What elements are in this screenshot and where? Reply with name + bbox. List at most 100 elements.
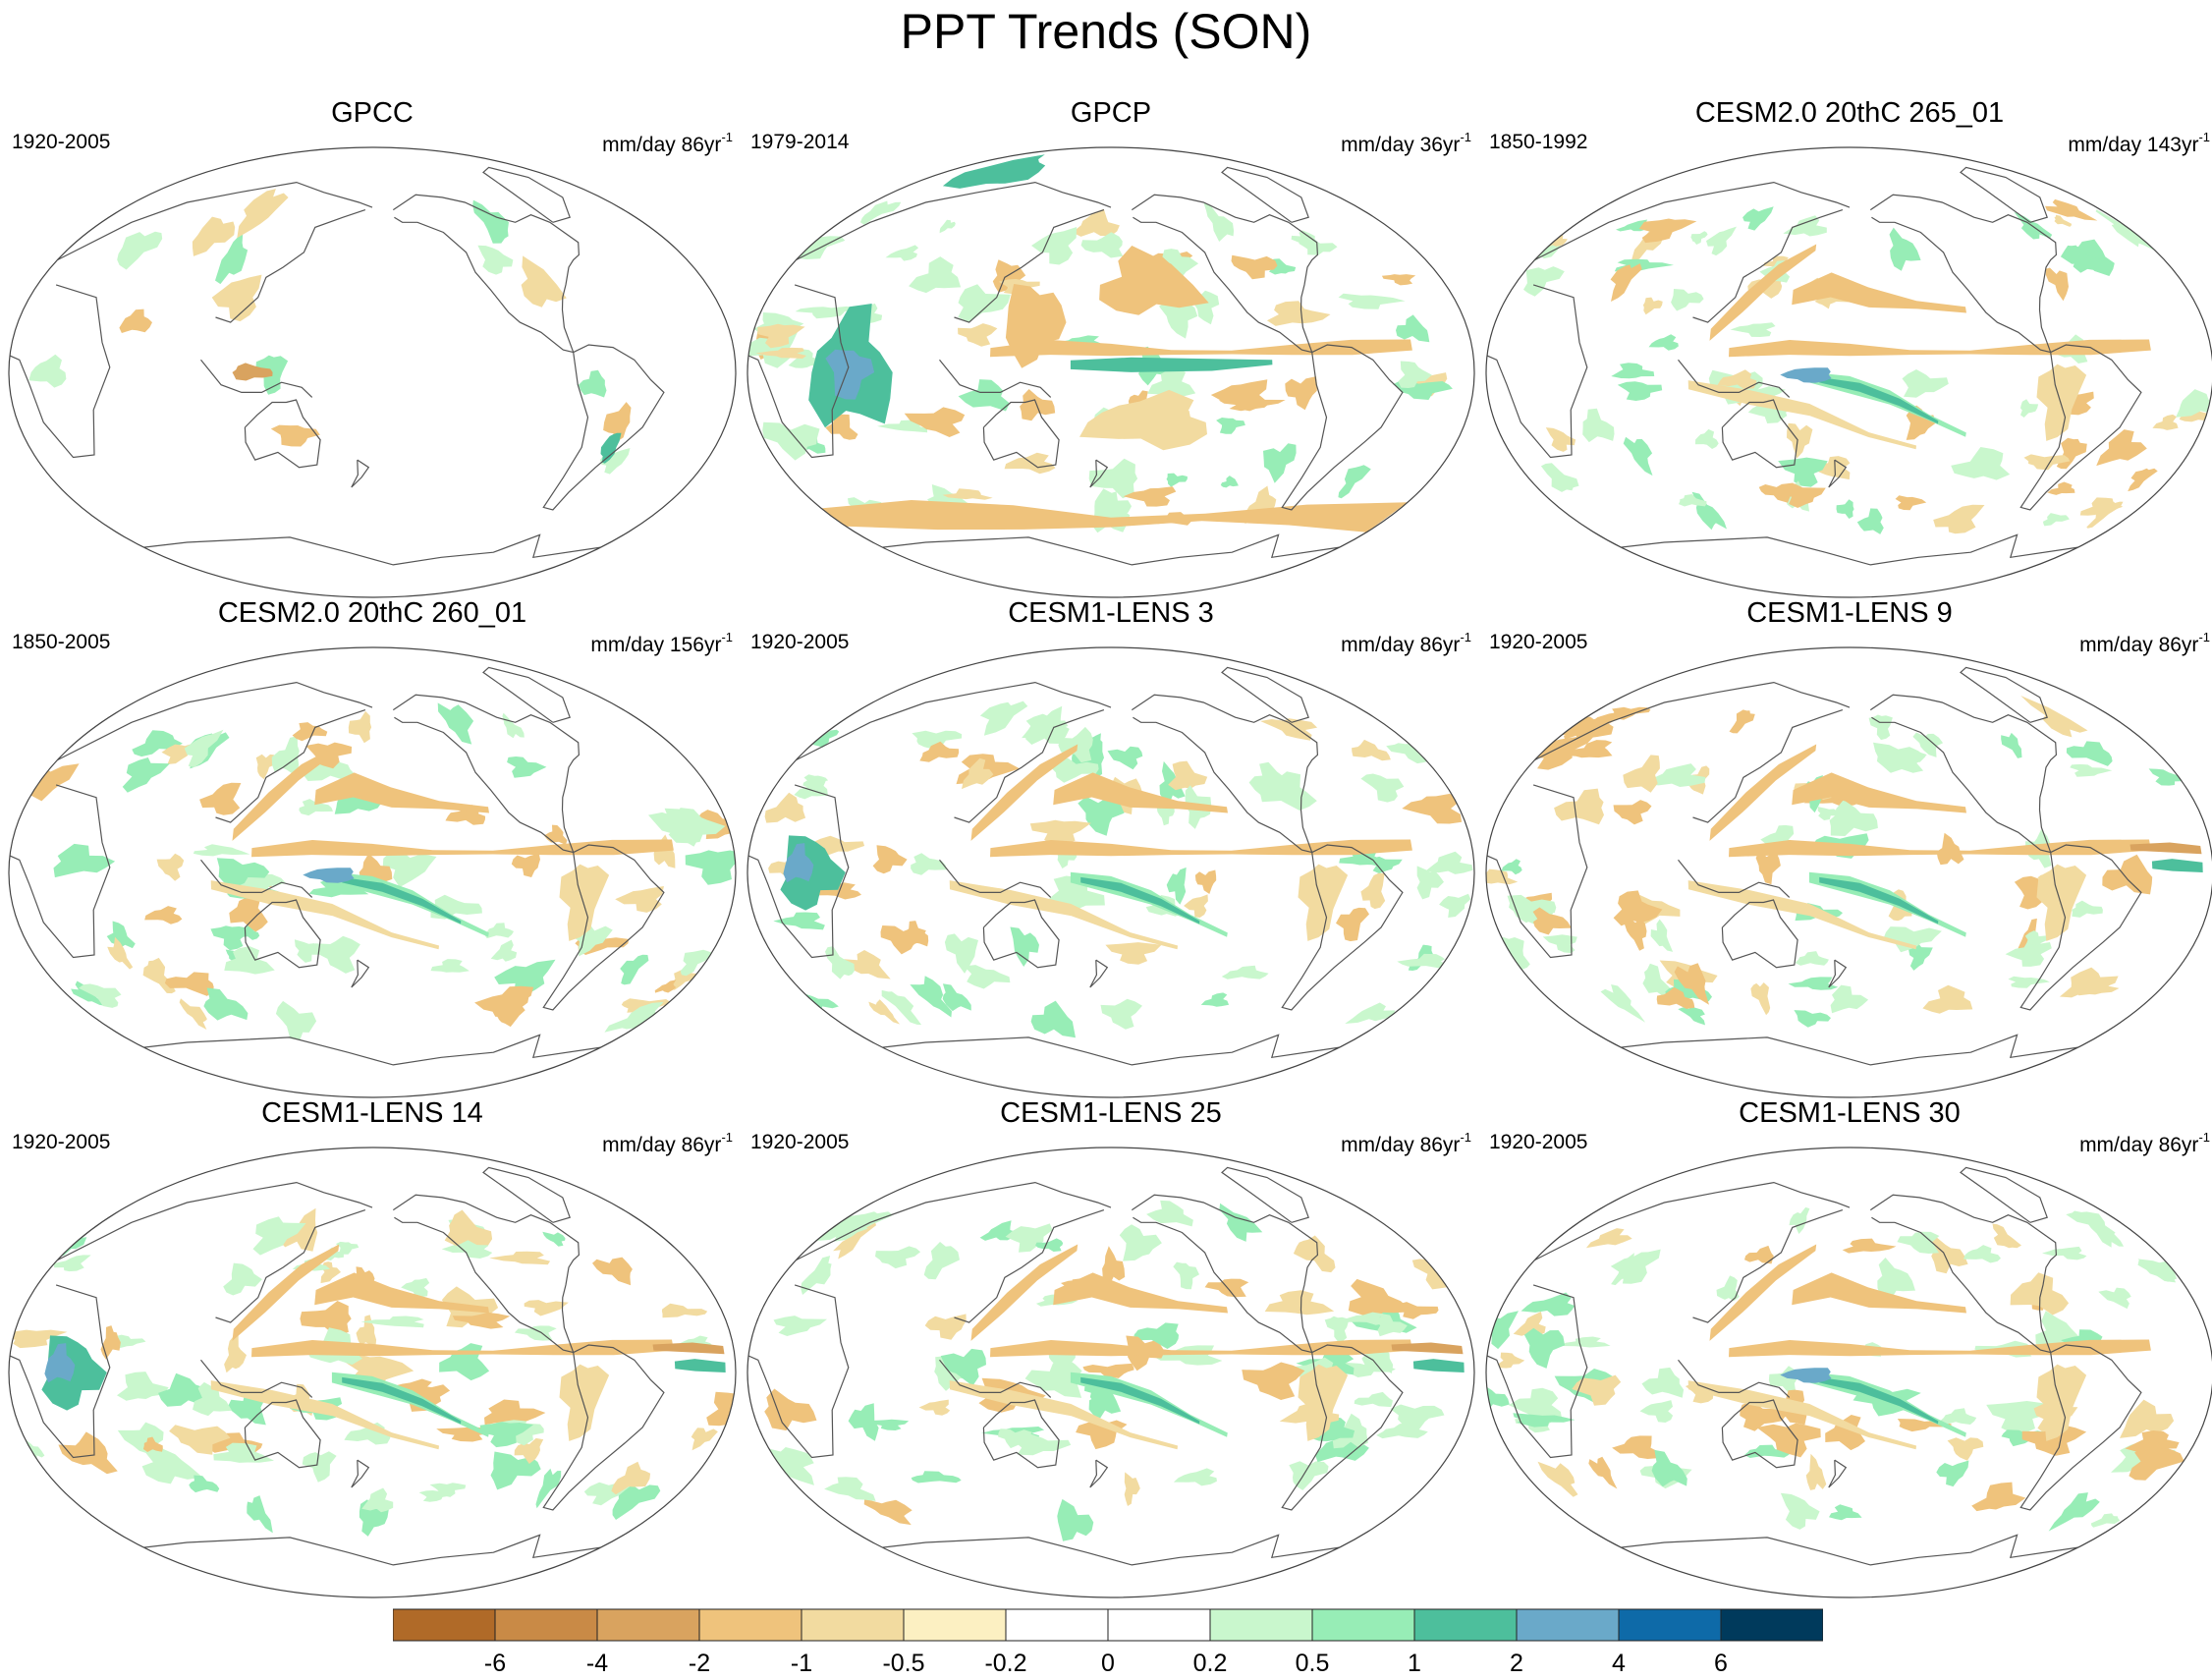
trend-patch <box>1072 208 1120 237</box>
panel-title: GPCC <box>331 97 414 129</box>
trend-patch <box>1100 998 1142 1030</box>
trend-patch <box>1537 1461 1578 1497</box>
map-panel: CESM1-LENS 14 1920-2005 mm/day 86yr-1 <box>4 1096 741 1598</box>
coastline <box>1960 666 2048 723</box>
trend-patch <box>1057 1498 1094 1541</box>
trend-patch <box>942 154 1046 189</box>
colorbar-label: 4 <box>1612 1650 1626 1677</box>
trend-band <box>210 1380 439 1450</box>
coastline <box>1871 716 2051 854</box>
trend-patch <box>1897 1231 1940 1254</box>
trend-patch <box>1755 851 1781 885</box>
trend-patch <box>1638 218 1697 244</box>
coastline <box>1869 694 2058 853</box>
colorbar-box <box>698 1608 802 1642</box>
trend-patch <box>53 1255 91 1272</box>
trend-patch <box>1024 1357 1082 1398</box>
trend-patch <box>911 853 948 875</box>
trend-patch <box>213 1442 274 1463</box>
trend-patch <box>1611 1253 1639 1286</box>
panel-period: 1920-2005 <box>12 131 111 153</box>
trend-patch <box>107 936 134 970</box>
trend-patch <box>511 853 540 877</box>
map-border <box>8 146 737 598</box>
trend-patch <box>223 1262 262 1296</box>
coastline <box>143 533 601 566</box>
trend-patch <box>2036 864 2087 941</box>
coastline <box>542 344 665 511</box>
coastline <box>1869 194 2058 353</box>
trend-patch <box>1931 1235 1968 1274</box>
trend-patch <box>1817 807 1842 820</box>
trend-patch <box>122 757 170 793</box>
colorbar: -6 -4 -2 -1 -0.5 -0.2 0 0.2 0.5 1 2 4 6 <box>393 1608 1823 1677</box>
trend-patch <box>1690 231 1708 245</box>
trend-patch <box>1641 763 1706 787</box>
trend-patch <box>1729 709 1755 734</box>
trend-patch <box>1134 1322 1179 1349</box>
trend-patch <box>216 858 270 889</box>
trend-patch <box>1868 714 1893 741</box>
trend-patch <box>275 1000 317 1040</box>
trend-patch <box>1216 418 1245 434</box>
trend-patch <box>1554 788 1604 825</box>
coastline <box>1089 1459 1109 1488</box>
coastline <box>1871 216 2051 354</box>
trend-patch <box>664 808 726 844</box>
trend-patch <box>1717 369 1757 390</box>
trend-patch <box>1750 982 1771 1016</box>
robinson-map <box>747 1147 1475 1598</box>
trend-patch <box>439 1343 490 1381</box>
trend-patch <box>1936 1460 1969 1487</box>
robinson-map <box>1485 646 2212 1098</box>
trend-patch <box>603 402 632 443</box>
map-border <box>747 1147 1475 1598</box>
trend-patch <box>2020 399 2039 418</box>
panel-title: CESM1-LENS 25 <box>1000 1097 1222 1129</box>
trend-patch <box>1895 495 1927 511</box>
coastline <box>1721 899 1798 969</box>
coastline <box>1621 1534 2078 1566</box>
colorbar-label: 2 <box>1510 1650 1523 1677</box>
trend-patch <box>1780 1492 1820 1530</box>
trend-patch <box>521 255 567 308</box>
trend-patch <box>193 844 250 857</box>
trend-patch <box>1877 1258 1915 1302</box>
trend-patch <box>524 1300 569 1316</box>
trend-band <box>1709 744 1817 841</box>
trend-patch <box>1354 1391 1393 1408</box>
coastline <box>143 1534 601 1566</box>
trend-patch <box>484 1399 546 1426</box>
trend-patch <box>1030 1000 1076 1038</box>
panel-units: mm/day 86yr-1 <box>602 1124 733 1159</box>
trend-patch <box>1508 1387 1563 1423</box>
map-content <box>9 666 736 1066</box>
trend-patch <box>615 886 664 913</box>
coastline <box>796 681 1112 761</box>
trend-patch <box>224 1334 247 1373</box>
panel-title: CESM1-LENS 9 <box>1746 597 1953 629</box>
coastline <box>1871 1216 2051 1354</box>
coastline <box>882 1034 1340 1066</box>
trend-band <box>1792 1272 1966 1314</box>
trend-patch <box>117 1372 169 1401</box>
trend-patch <box>308 878 369 898</box>
trend-patch <box>1610 263 1642 302</box>
colorbar-label: -1 <box>790 1650 813 1677</box>
trend-patch <box>1497 1352 1525 1369</box>
trend-patch <box>1031 227 1078 265</box>
trend-patch <box>1146 1200 1193 1227</box>
coastline <box>2019 344 2142 511</box>
colorbar-label: -0.2 <box>984 1650 1027 1677</box>
trend-patch <box>944 933 978 974</box>
map-panel: CESM2.0 20thC 260_01 1850-2005 mm/day 156y… <box>4 596 741 1098</box>
trend-patch <box>542 1231 566 1247</box>
trend-patch <box>2036 1364 2087 1441</box>
trend-patch <box>880 925 926 955</box>
coastline <box>57 1181 373 1261</box>
coastline <box>394 716 574 854</box>
trend-patch <box>612 1484 661 1520</box>
trend-patch <box>1360 872 1386 910</box>
trend-patch <box>1947 1437 1984 1461</box>
trend-patch <box>958 323 998 347</box>
